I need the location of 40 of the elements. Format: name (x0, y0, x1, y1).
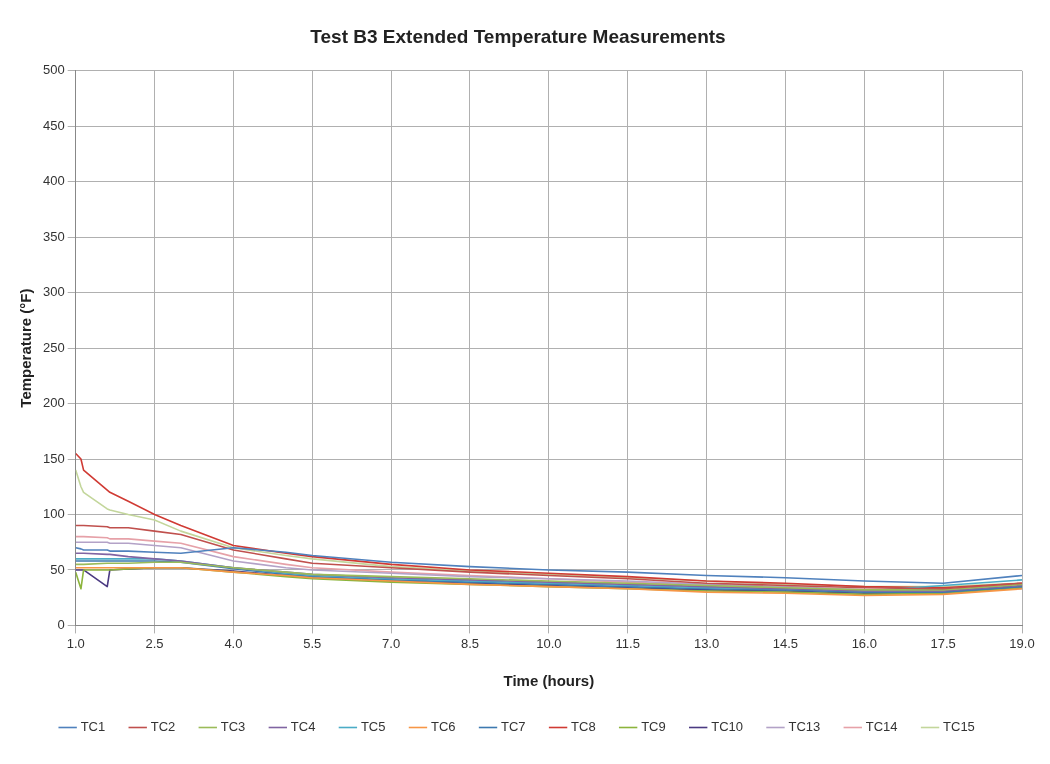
x-tick-label: 2.5 (145, 635, 164, 651)
legend-label: TC8 (571, 719, 596, 735)
legend-label: TC4 (290, 719, 316, 735)
y-tick-label: 150 (42, 450, 65, 466)
legend-label: TC9 (641, 719, 666, 735)
x-tick-label: 16.0 (851, 635, 877, 651)
y-tick-label: 250 (42, 339, 65, 355)
y-tick-label: 500 (42, 62, 65, 78)
legend-label: TC5 (360, 719, 386, 735)
x-tick-label: 19.0 (1009, 635, 1035, 651)
x-tick-label: 14.5 (772, 635, 799, 651)
y-tick-label: 350 (42, 228, 65, 244)
y-tick-label: 450 (42, 117, 65, 133)
chart-title: Test B3 Extended Temperature Measurements (310, 25, 726, 47)
legend-label: TC14 (865, 719, 898, 735)
y-tick-label: 400 (42, 173, 65, 189)
x-tick-label: 4.0 (224, 635, 243, 651)
y-tick-label: 200 (42, 395, 65, 411)
x-tick-label: 8.5 (460, 635, 480, 651)
y-axis-title: Temperature (°F) (17, 288, 35, 408)
legend-label: TC3 (220, 719, 246, 735)
x-tick-label: 5.5 (303, 635, 322, 651)
legend-label: TC13 (788, 719, 821, 735)
legend-label: TC2 (150, 719, 176, 735)
x-tick-label: 11.5 (615, 635, 640, 651)
y-tick-label: 300 (42, 284, 65, 300)
legend-label: TC7 (501, 719, 526, 735)
x-tick-label: 1.0 (66, 635, 85, 651)
y-tick-label: 100 (42, 506, 65, 522)
x-tick-label: 17.5 (930, 635, 956, 651)
y-tick-label: 50 (50, 561, 65, 577)
x-tick-label: 10.0 (536, 635, 562, 651)
x-tick-label: 7.0 (382, 635, 401, 651)
legend-label: TC1 (80, 719, 106, 735)
legend-label: TC6 (430, 719, 456, 735)
legend-label: TC15 (943, 719, 975, 735)
legend-label: TC10 (711, 719, 743, 735)
y-tick-label: 0 (57, 616, 65, 632)
x-axis-title: Time (hours) (503, 672, 595, 690)
x-tick-label: 13.0 (693, 635, 720, 651)
